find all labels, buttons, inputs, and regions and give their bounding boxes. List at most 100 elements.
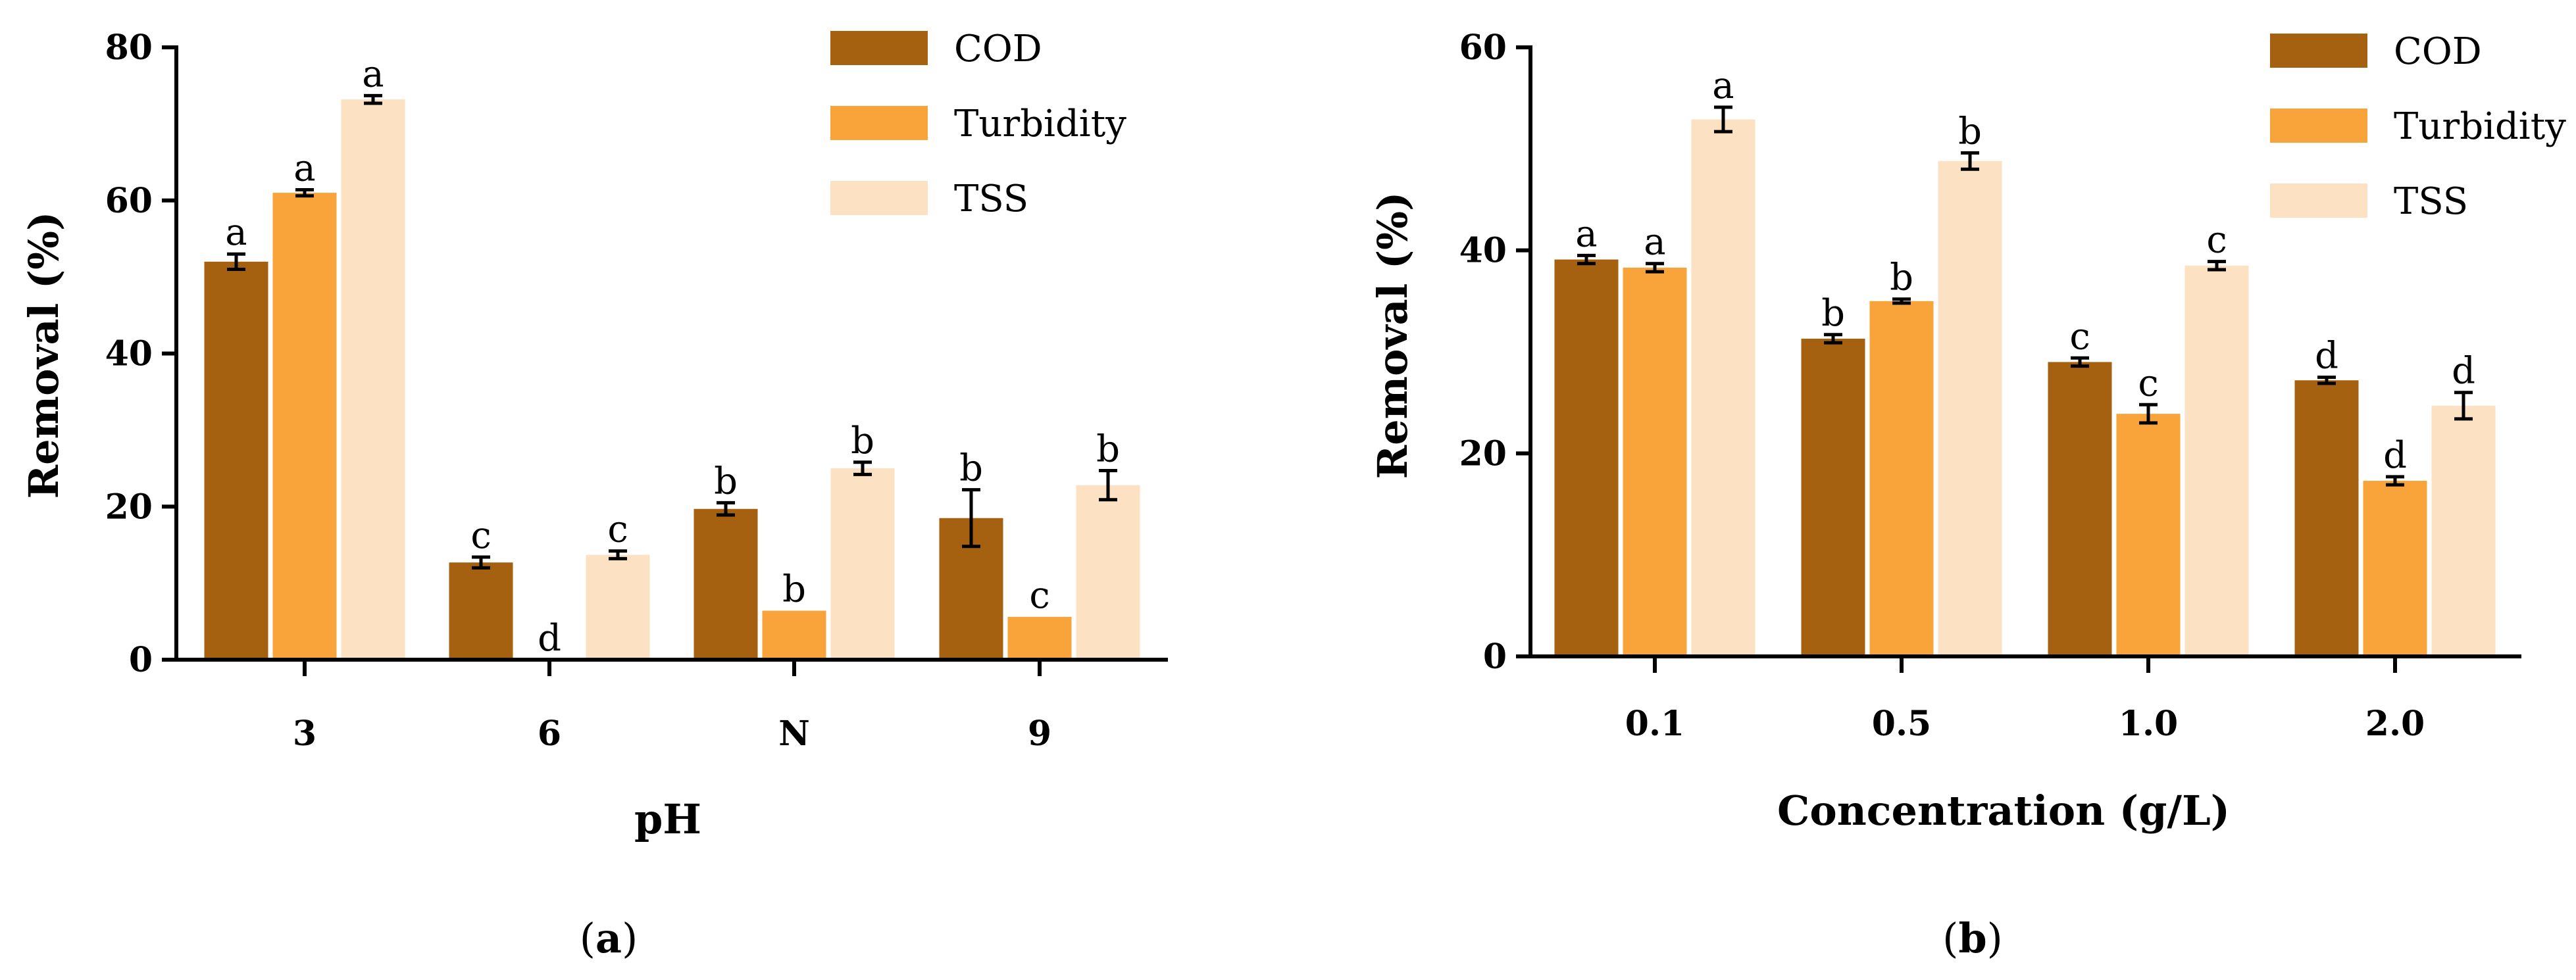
x-tick-label: 0.5 (1872, 704, 1931, 744)
error-bar (227, 252, 245, 271)
significance-letter: b (1821, 292, 1845, 335)
y-axis-title: Removal (%) (1369, 192, 1417, 479)
axes-group: 0 20 40 60 80 3 6 N 9 (105, 28, 1168, 754)
legend-swatch-turbidity (2270, 109, 2367, 143)
error-bar (2208, 260, 2226, 272)
error-bar (1892, 297, 1911, 305)
bar-turbidity-9 (1007, 616, 1072, 660)
significance-letter: c (1029, 574, 1049, 617)
legend-label-turbidity: Turbidity (2394, 105, 2566, 148)
x-axis-title: pH (634, 795, 701, 843)
x-tick-label: 1.0 (2119, 704, 2178, 744)
bar-cod-3 (204, 261, 268, 660)
significance-letters-group: a b c d a b c d a b c d (1575, 64, 2475, 477)
legend-label-turbidity: Turbidity (954, 103, 1126, 145)
bars-group (204, 99, 1140, 660)
panel-label-b: (b) (1942, 914, 2003, 962)
y-tick-label: 80 (105, 28, 153, 68)
error-bar (2071, 356, 2089, 368)
significance-letter: d (2383, 434, 2407, 477)
error-bar (2139, 403, 2158, 425)
error-bar (1824, 333, 1842, 345)
legend-label-tss: TSS (954, 178, 1028, 220)
bar-tss-0_1 (1691, 119, 1755, 656)
significance-letter: c (607, 508, 628, 551)
y-tick-label: 60 (1459, 28, 1507, 68)
significance-letter: b (714, 460, 738, 502)
error-bars-group (227, 93, 1117, 570)
bar-tss-9 (1076, 485, 1140, 660)
significance-letter: a (362, 53, 384, 95)
significance-letter: b (1958, 110, 1982, 153)
x-axis-title: Concentration (g/L) (1777, 787, 2230, 835)
bar-turbidity-1_0 (2116, 414, 2181, 656)
error-bar (364, 93, 382, 105)
legend-swatch-cod (830, 31, 928, 65)
y-tick-label: 0 (1483, 637, 1507, 677)
error-bar (1961, 151, 1979, 171)
significance-letter: b (851, 420, 874, 462)
bar-tss-0_5 (1938, 160, 2002, 656)
legend-swatch-cod (2270, 34, 2367, 68)
error-bar (1646, 262, 1664, 274)
x-tick-label: 6 (538, 714, 561, 754)
x-tick-label: N (778, 714, 810, 754)
legend: COD Turbidity TSS (2270, 30, 2566, 223)
error-bar (472, 555, 490, 570)
legend: COD Turbidity TSS (830, 28, 1126, 220)
significance-letter: c (470, 514, 491, 557)
bar-turbidity-3 (272, 193, 337, 660)
legend-label-cod: COD (954, 28, 1042, 70)
error-bar (962, 488, 980, 549)
x-tick-label: 9 (1028, 714, 1051, 754)
significance-letter: b (1096, 428, 1120, 471)
error-bar (609, 549, 627, 560)
y-tick-label: 0 (129, 640, 153, 680)
y-tick-label: 40 (1459, 231, 1507, 271)
error-bar (295, 187, 314, 198)
bar-tss-6 (586, 554, 650, 660)
significance-letters-group: a c b b a d b c a c b b (225, 53, 1120, 660)
significance-letter: b (782, 568, 806, 611)
significance-letter: a (1712, 64, 1734, 107)
legend-swatch-tss (830, 181, 928, 215)
x-tick-label: 2.0 (2365, 704, 2425, 744)
bar-tss-N (830, 468, 895, 660)
x-tick-label: 0.1 (1625, 704, 1684, 744)
error-bar (717, 501, 735, 517)
bar-cod-0_1 (1554, 259, 1619, 657)
y-tick-label: 20 (105, 487, 153, 527)
error-bar (2386, 475, 2404, 487)
x-tick-label: 3 (293, 714, 316, 754)
error-bar (2454, 391, 2473, 421)
bar-tss-1_0 (2185, 265, 2249, 657)
legend-label-tss: TSS (2394, 180, 2468, 223)
significance-letter: d (2452, 350, 2475, 393)
legend-swatch-turbidity (830, 106, 928, 140)
significance-letter: a (293, 147, 315, 189)
significance-letter: a (1644, 221, 1665, 264)
significance-letter: d (538, 617, 561, 660)
significance-letter: d (2315, 335, 2338, 378)
bar-turbidity-2_0 (2363, 481, 2427, 656)
error-bar (1099, 469, 1117, 502)
bar-cod-2_0 (2294, 380, 2359, 656)
significance-letter: c (2206, 219, 2227, 262)
axes-group: 0 20 40 60 0.1 0.5 1.0 2.0 (1459, 28, 2521, 744)
bar-cod-6 (449, 562, 513, 660)
bars-group (1554, 119, 2496, 657)
bar-tss-3 (341, 99, 405, 660)
error-bar (1714, 105, 1732, 134)
chart-panel-a: a c b b a d b c a c b b 0 20 40 60 80 3 6 N 9 pH Removal (%… (20, 28, 1168, 962)
significance-letter: c (2138, 362, 2158, 404)
error-bar (853, 460, 872, 476)
bar-turbidity-0_5 (1869, 301, 1934, 656)
bar-turbidity-N (762, 610, 826, 660)
bar-cod-N (694, 508, 758, 660)
significance-letter: c (2069, 315, 2090, 358)
error-bars-group (1577, 105, 2473, 487)
y-axis-title: Removal (%) (20, 212, 68, 499)
significance-letter: a (225, 211, 247, 254)
chart-panel-b: a b c d a b c d a b c d 0 20 40 60 0.1 0.5 1.0 2.0 Concent… (1369, 28, 2566, 962)
